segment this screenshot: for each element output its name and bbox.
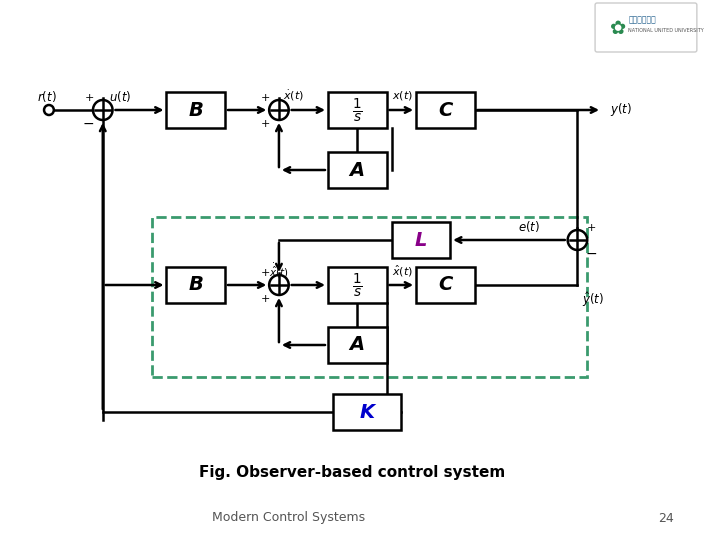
Text: $\dot{\hat{x}}(t)$: $\dot{\hat{x}}(t)$ (269, 262, 289, 280)
FancyBboxPatch shape (595, 3, 697, 52)
Text: A: A (350, 335, 365, 354)
Text: 國立聯合大學: 國立聯合大學 (629, 16, 656, 24)
Bar (416, 267, 474, 303)
Text: $\frac{1}{s}$: $\frac{1}{s}$ (352, 271, 363, 299)
Text: Fig. Observer-based control system: Fig. Observer-based control system (199, 464, 505, 480)
Text: +: + (261, 93, 270, 103)
Circle shape (93, 100, 112, 120)
Text: 24: 24 (657, 511, 673, 524)
Text: +: + (587, 223, 596, 233)
Text: NATIONAL UNITED UNIVERSITY: NATIONAL UNITED UNIVERSITY (629, 28, 704, 32)
Bar (166, 267, 225, 303)
Text: B: B (189, 100, 203, 119)
Text: C: C (438, 275, 452, 294)
Text: $\frac{1}{s}$: $\frac{1}{s}$ (352, 96, 363, 124)
Text: +: + (84, 93, 94, 103)
Bar (333, 394, 401, 430)
Bar (166, 92, 225, 128)
Text: −: − (82, 117, 94, 131)
Text: +: + (261, 294, 270, 304)
Text: L: L (415, 231, 427, 249)
Text: $\dot{x}(t)$: $\dot{x}(t)$ (283, 89, 304, 103)
Circle shape (44, 105, 54, 115)
Text: +: + (261, 119, 270, 129)
Text: $y(t)$: $y(t)$ (610, 102, 632, 118)
Text: $r(t)$: $r(t)$ (37, 89, 57, 104)
Text: $\hat{x}(t)$: $\hat{x}(t)$ (392, 264, 413, 279)
Bar (392, 222, 450, 258)
Text: +: + (261, 268, 270, 278)
Bar (152, 217, 588, 377)
Bar (328, 92, 387, 128)
Circle shape (269, 100, 289, 120)
Text: −: − (585, 247, 597, 261)
Text: K: K (359, 402, 374, 422)
Text: B: B (189, 275, 203, 294)
Bar (328, 327, 387, 363)
Text: C: C (438, 100, 452, 119)
Text: ✿: ✿ (610, 18, 626, 37)
Bar (328, 152, 387, 188)
Text: $\hat{y}(t)$: $\hat{y}(t)$ (582, 291, 604, 309)
Text: $x(t)$: $x(t)$ (392, 90, 413, 103)
Bar (416, 92, 474, 128)
Text: Modern Control Systems: Modern Control Systems (212, 511, 365, 524)
Bar (328, 267, 387, 303)
Text: $u(t)$: $u(t)$ (109, 90, 132, 105)
Circle shape (269, 275, 289, 295)
Circle shape (567, 230, 588, 250)
Text: A: A (350, 160, 365, 179)
Text: $e(t)$: $e(t)$ (518, 219, 539, 234)
